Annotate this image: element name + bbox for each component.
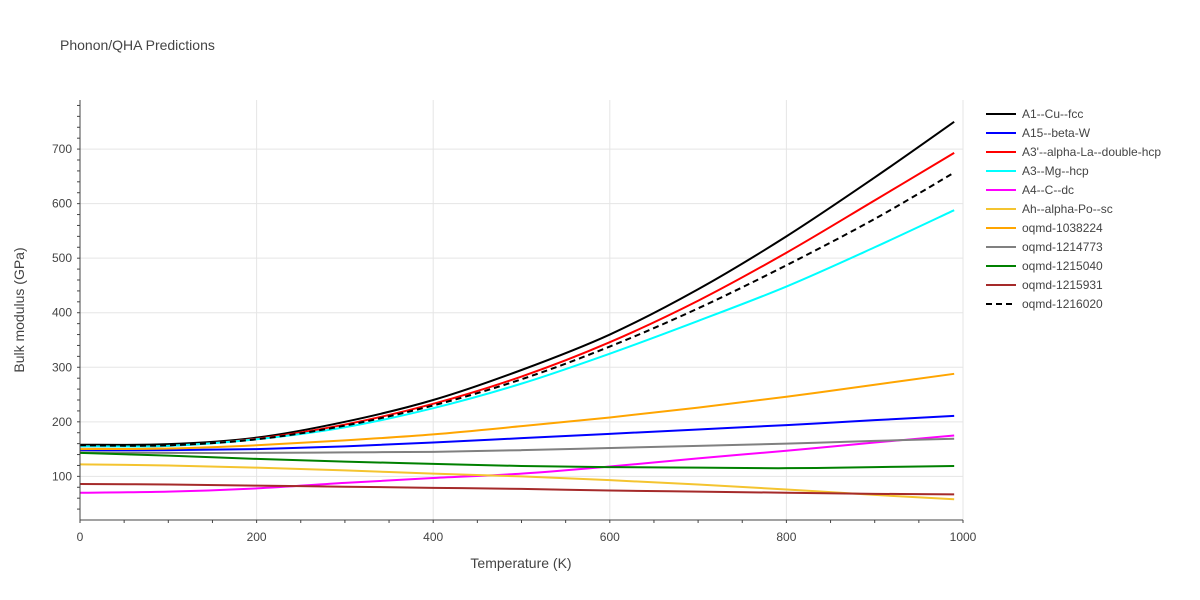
y-tick-label: 600 bbox=[52, 197, 72, 211]
legend-item-label: oqmd-1216020 bbox=[1022, 297, 1103, 311]
y-tick-label: 400 bbox=[52, 306, 72, 320]
chart-title: Phonon/QHA Predictions bbox=[60, 37, 215, 53]
y-axis-title: Bulk modulus (GPa) bbox=[11, 247, 27, 372]
y-tick-label: 300 bbox=[52, 360, 72, 374]
legend-item-label: A1--Cu--fcc bbox=[1022, 107, 1083, 121]
x-tick-label: 800 bbox=[776, 530, 796, 544]
series-line-3 bbox=[79, 209, 955, 448]
series-line-6 bbox=[79, 372, 955, 451]
y-tick-label: 200 bbox=[52, 415, 72, 429]
series-line-5 bbox=[79, 463, 955, 501]
legend-item-label: A3--Mg--hcp bbox=[1022, 164, 1089, 178]
x-tick-label: 0 bbox=[77, 530, 84, 544]
legend-item-label: A3'--alpha-La--double-hcp bbox=[1022, 145, 1161, 159]
series-line-8 bbox=[79, 451, 955, 470]
series-line-7 bbox=[79, 437, 955, 454]
y-tick-label: 700 bbox=[52, 142, 72, 156]
legend-item-label: A4--C--dc bbox=[1022, 183, 1074, 197]
legend-item-label: Ah--alpha-Po--sc bbox=[1022, 202, 1113, 216]
series-line-10 bbox=[79, 171, 955, 447]
series-line-9 bbox=[79, 483, 955, 496]
x-tick-label: 200 bbox=[247, 530, 267, 544]
series-line-1 bbox=[79, 414, 955, 452]
series-line-2 bbox=[79, 152, 955, 448]
x-tick-label: 600 bbox=[600, 530, 620, 544]
y-tick-label: 500 bbox=[52, 251, 72, 265]
legend-item-label: oqmd-1038224 bbox=[1022, 221, 1103, 235]
axes: 0 200 400 600 800 1000 100 200 300 400 500 600 700 bbox=[52, 100, 977, 544]
x-tick-label: 1000 bbox=[950, 530, 977, 544]
y-tick-label: 100 bbox=[52, 469, 72, 483]
legend-item-label: oqmd-1214773 bbox=[1022, 240, 1103, 254]
legend-item-label: A15--beta-W bbox=[1022, 126, 1091, 140]
x-tick-label: 400 bbox=[423, 530, 443, 544]
legend-item-label: oqmd-1215931 bbox=[1022, 278, 1103, 292]
plot-area bbox=[79, 120, 955, 501]
x-axis-title: Temperature (K) bbox=[470, 555, 571, 571]
series-line-0 bbox=[79, 120, 955, 446]
series-line-4 bbox=[79, 434, 955, 494]
legend: A1--Cu--fcc A15--beta-W A3'--alpha-La--dou… bbox=[986, 107, 1161, 311]
legend-item-label: oqmd-1215040 bbox=[1022, 259, 1103, 273]
